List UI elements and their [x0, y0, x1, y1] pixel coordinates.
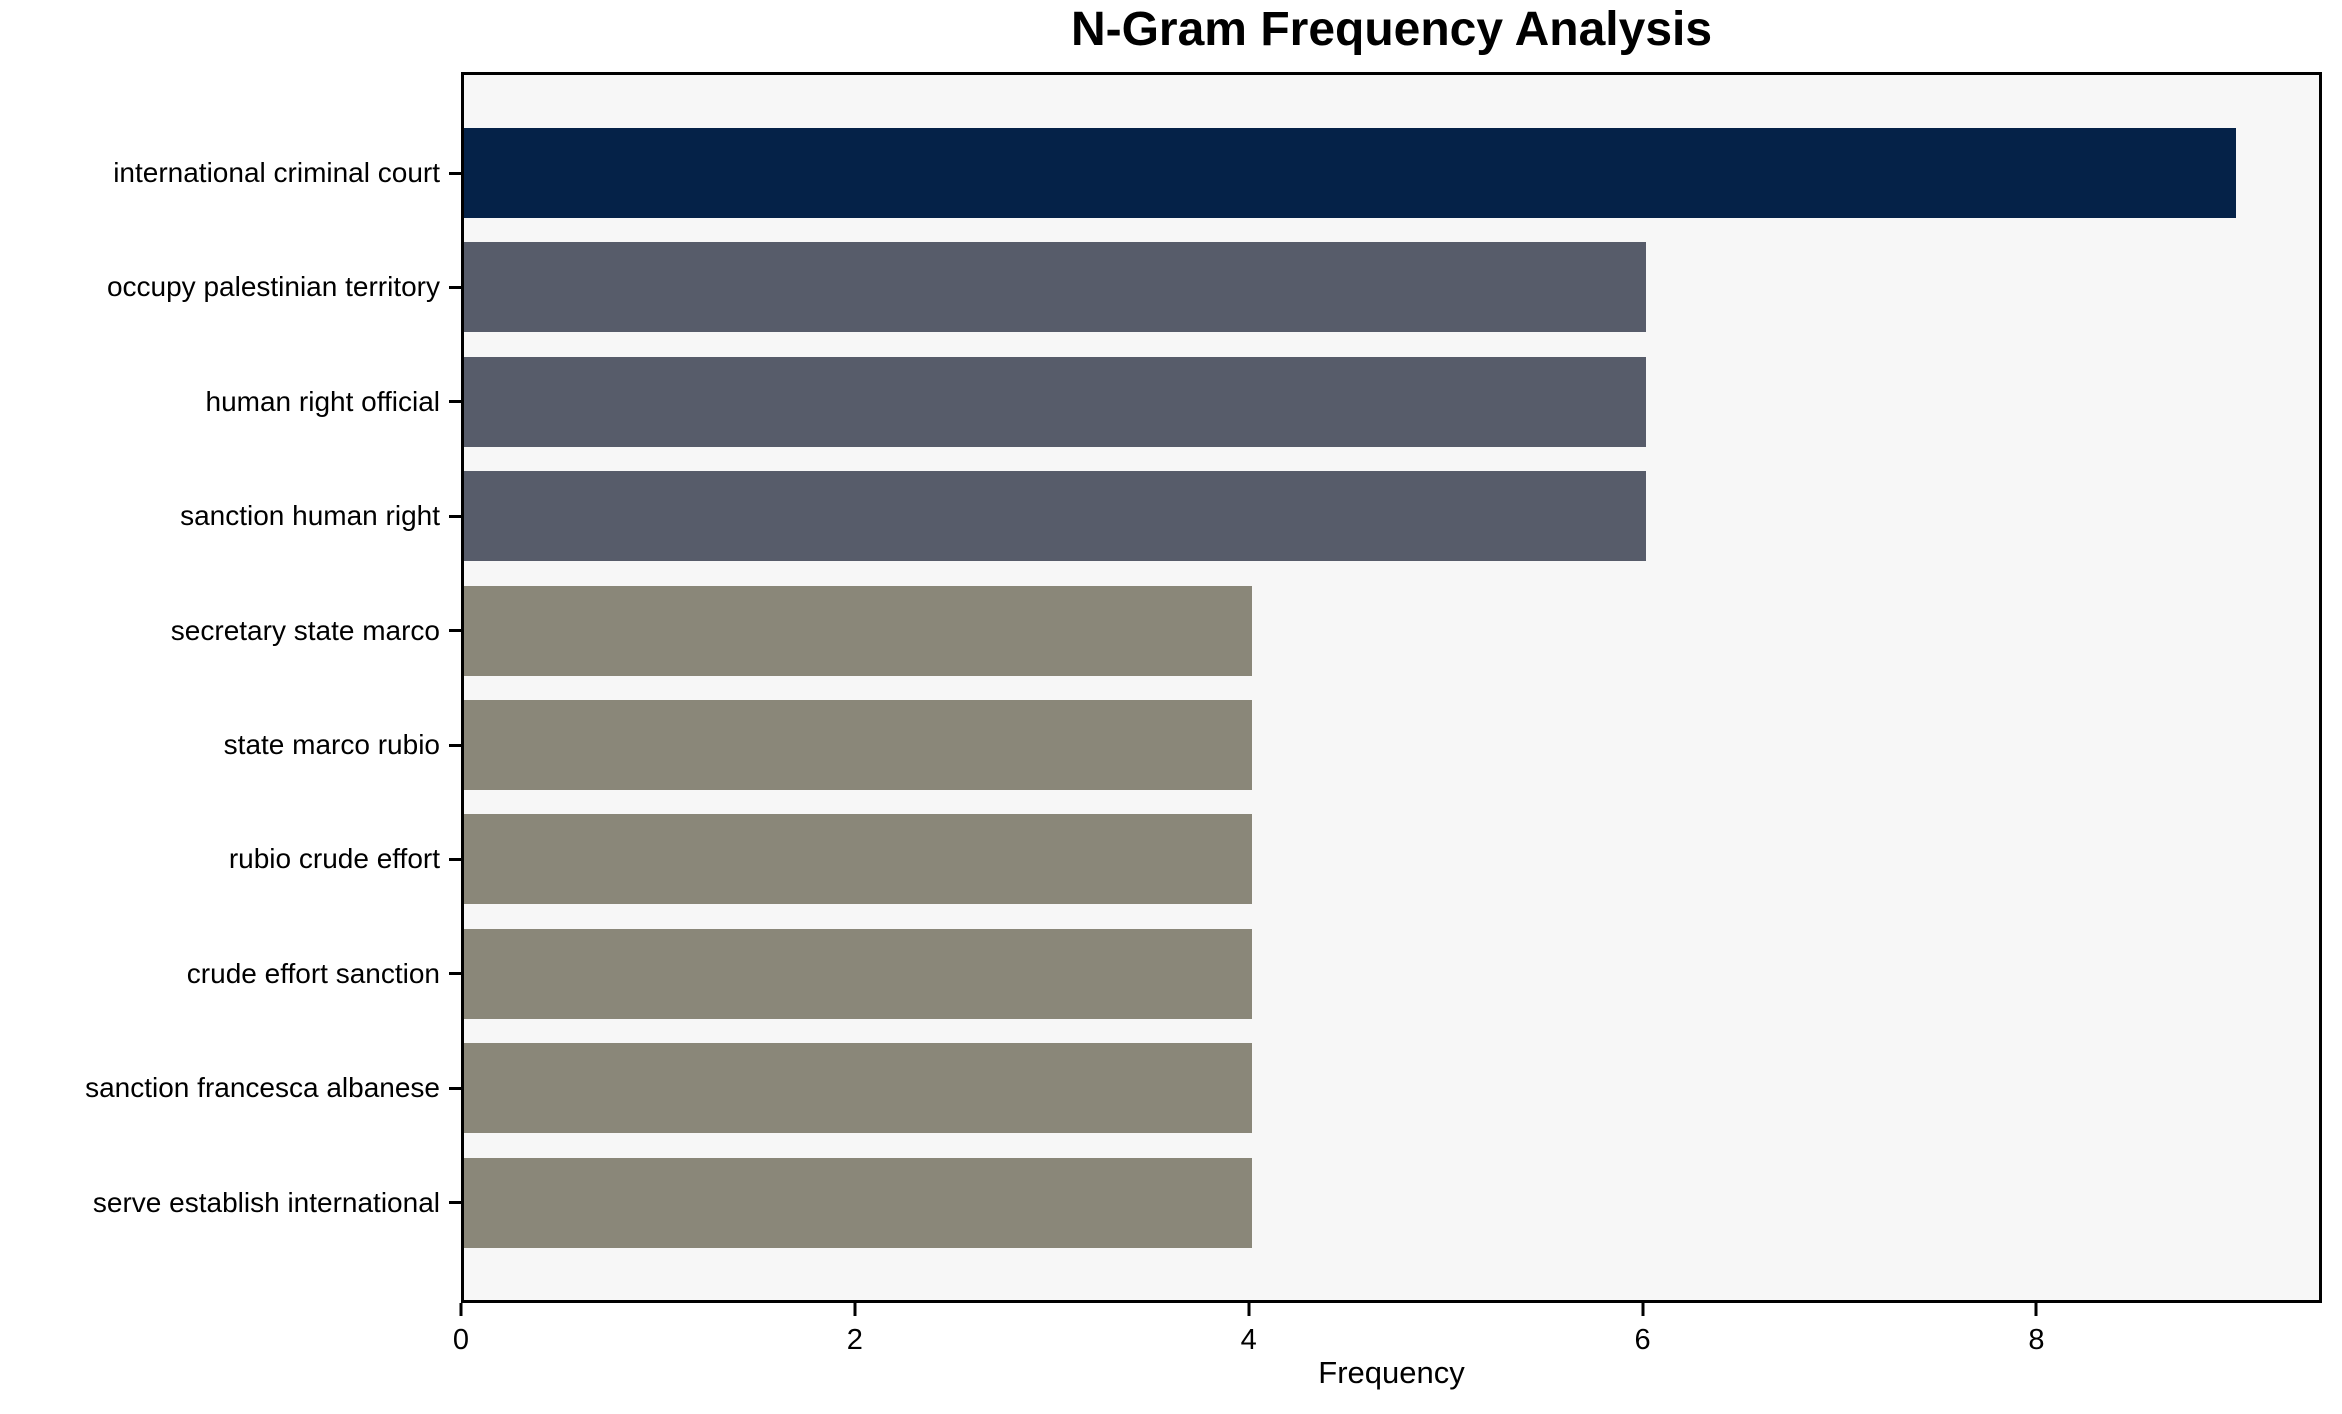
- x-tick-mark: [459, 1303, 463, 1316]
- x-tick-label: 0: [452, 1324, 470, 1356]
- y-tick-mark: [449, 514, 461, 518]
- y-tick-mark: [449, 857, 461, 861]
- y-tick-label: secretary state marco: [170, 614, 440, 646]
- y-tick-mark: [449, 1201, 461, 1205]
- y-tick-label: serve establish international: [92, 1186, 440, 1218]
- y-tick-mark: [449, 285, 461, 289]
- x-tick-label: 2: [846, 1324, 863, 1356]
- y-tick-label: crude effort sanction: [186, 957, 440, 989]
- bar: [464, 1043, 1252, 1134]
- y-tick-mark: [449, 1086, 461, 1090]
- bar: [464, 928, 1252, 1019]
- y-tick-mark: [449, 972, 461, 976]
- y-tick-mark: [449, 171, 461, 175]
- x-tick-label: 6: [1634, 1324, 1651, 1356]
- x-tick-mark: [1247, 1303, 1251, 1316]
- y-tick-label: international criminal court: [113, 157, 440, 188]
- y-tick-label: rubio crude effort: [228, 843, 440, 875]
- y-tick-label: human right official: [205, 385, 441, 417]
- y-tick-label: sanction human right: [180, 500, 440, 532]
- x-tick-mark: [2034, 1303, 2038, 1316]
- x-tick-mark: [1641, 1303, 1645, 1316]
- x-axis-title: Frequency: [1318, 1355, 1465, 1390]
- bar: [464, 1157, 1252, 1248]
- plot-area: [461, 72, 2322, 1303]
- bar: [464, 128, 2237, 218]
- y-tick-mark: [449, 743, 461, 747]
- y-tick-label: state marco rubio: [223, 729, 440, 760]
- x-tick-mark: [853, 1303, 857, 1316]
- y-tick-mark: [449, 400, 461, 404]
- y-tick-mark: [449, 629, 461, 633]
- bar: [464, 585, 1252, 676]
- y-tick-label: sanction francesca albanese: [85, 1072, 440, 1104]
- x-tick-label: 4: [1240, 1324, 1257, 1356]
- x-tick-label: 8: [2028, 1324, 2045, 1356]
- bar: [464, 471, 1646, 562]
- bar: [464, 356, 1646, 447]
- bar: [464, 814, 1252, 905]
- y-tick-label: occupy palestinian territory: [106, 271, 440, 303]
- chart-title: N-Gram Frequency Analysis: [1070, 3, 1713, 56]
- bar: [464, 242, 1646, 333]
- bar: [464, 700, 1252, 790]
